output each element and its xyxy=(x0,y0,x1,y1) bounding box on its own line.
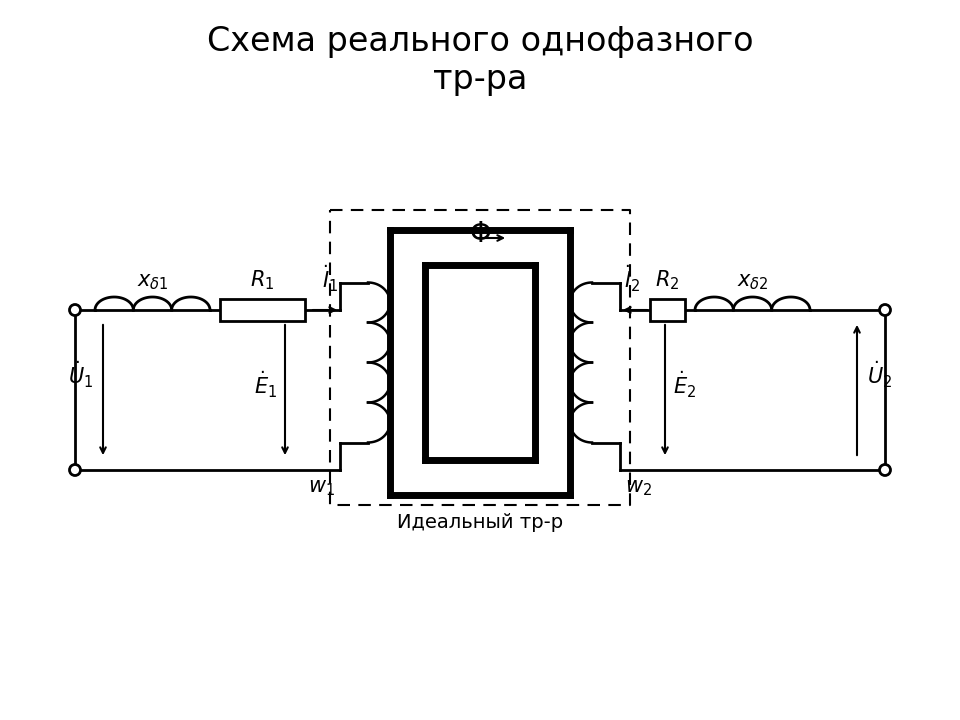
Text: $x_{\delta 1}$: $x_{\delta 1}$ xyxy=(136,272,168,292)
Text: $R_1$: $R_1$ xyxy=(251,269,275,292)
Text: Схема реального однофазного
тр-ра: Схема реального однофазного тр-ра xyxy=(206,25,754,96)
Text: $w_1$: $w_1$ xyxy=(308,478,335,498)
Text: $x_{\delta 2}$: $x_{\delta 2}$ xyxy=(736,272,768,292)
Text: $\dot{U}_1$: $\dot{U}_1$ xyxy=(67,360,93,390)
Text: $\dot{U}_2$: $\dot{U}_2$ xyxy=(867,360,893,390)
Text: $R_2$: $R_2$ xyxy=(656,269,680,292)
Bar xyxy=(220,299,305,321)
Text: $\dot{I}_1$: $\dot{I}_1$ xyxy=(322,264,338,294)
Text: Идеальный тр-р: Идеальный тр-р xyxy=(396,513,564,532)
Text: $w_2$: $w_2$ xyxy=(625,478,652,498)
Circle shape xyxy=(879,305,891,315)
Text: $\dot{E}_1$: $\dot{E}_1$ xyxy=(253,370,277,400)
Text: $\dot{I}_2$: $\dot{I}_2$ xyxy=(624,264,640,294)
Circle shape xyxy=(69,464,81,475)
Circle shape xyxy=(69,305,81,315)
Bar xyxy=(650,299,685,321)
Text: $\Phi$: $\Phi$ xyxy=(468,220,492,248)
Text: $\dot{E}_2$: $\dot{E}_2$ xyxy=(673,370,696,400)
Circle shape xyxy=(879,464,891,475)
